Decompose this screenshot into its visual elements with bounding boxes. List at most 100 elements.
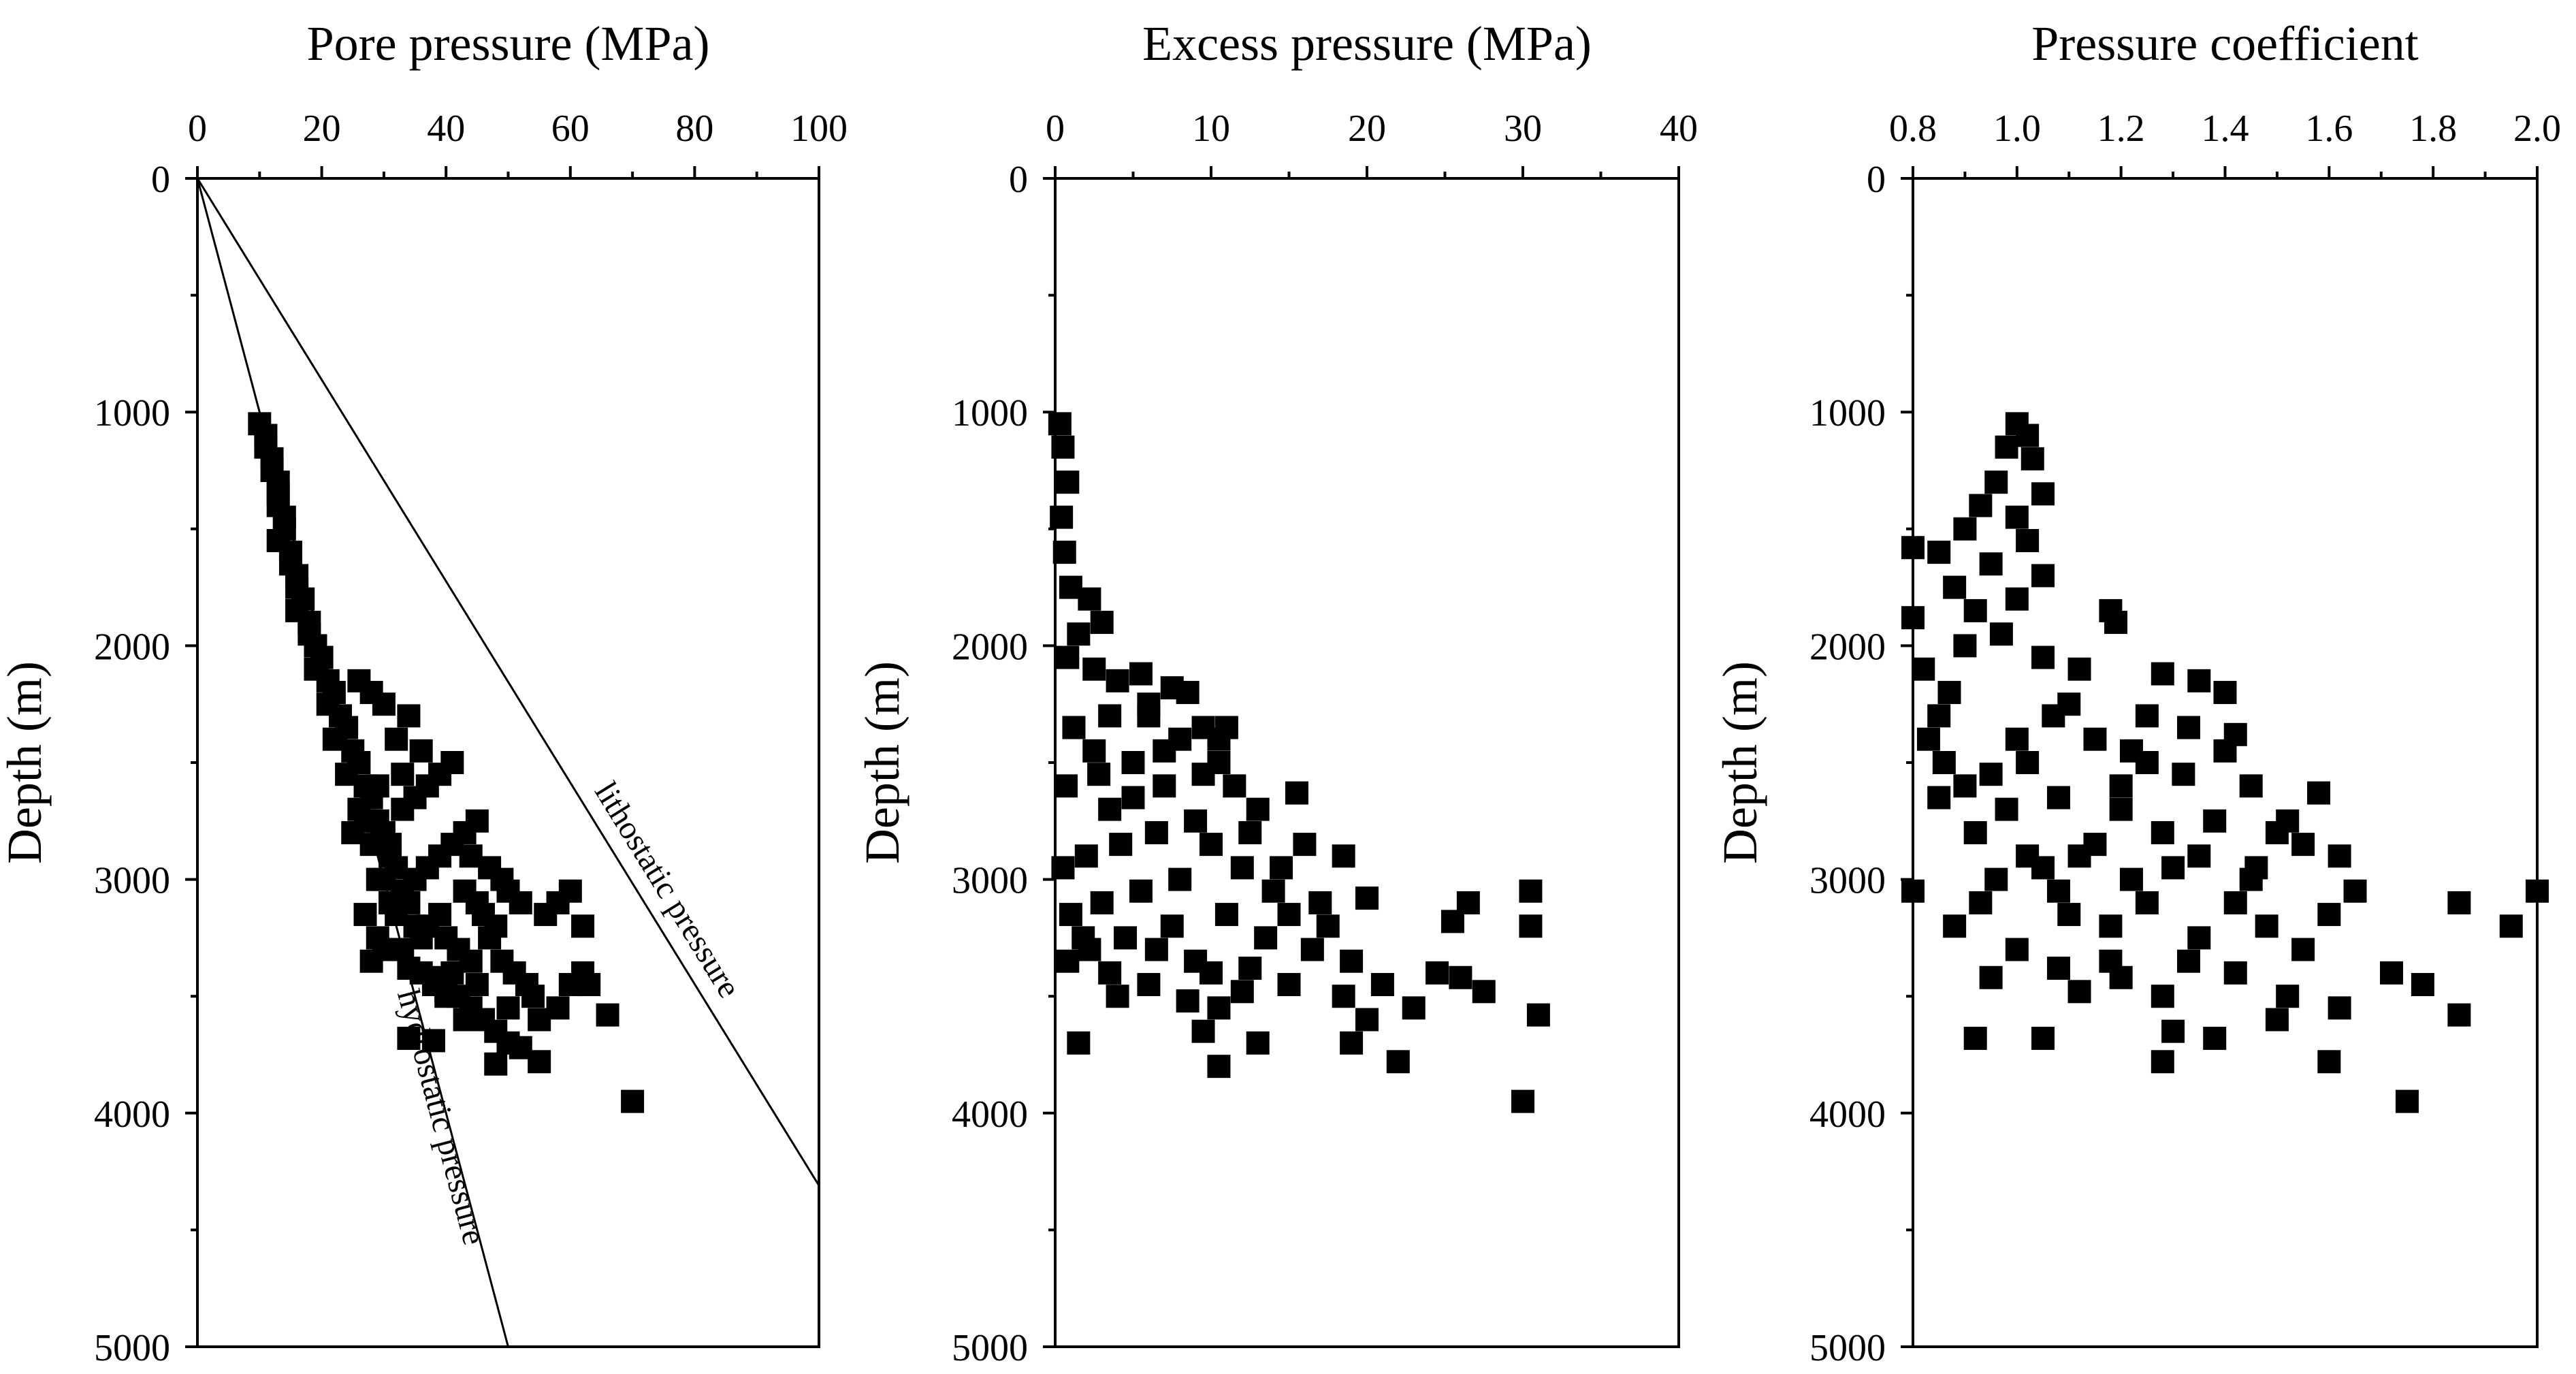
panel-2-data-point [1355,1008,1379,1032]
panel-2-x-tick-label: 10 [1192,108,1230,150]
panel-3-x-axis-title: Pressure coefficient [2031,16,2418,71]
panel-3-data-point [1979,763,2003,786]
panel-2-data-point [1184,949,1208,973]
panel-1-lithostatic-pressure-line [196,178,820,1186]
panel-2-plot-frame [1054,177,1680,1348]
panel-2-data-point [1082,739,1106,763]
panel-3-data-point [2135,704,2159,728]
panel-1-data-point [440,961,464,985]
panel-3-data-point [2016,751,2040,774]
panel-1-data-point [341,820,365,844]
panel-1-data-point [397,704,421,728]
panel-2-x-tick-label: 30 [1504,108,1542,150]
panel-3-data-point [2203,809,2227,833]
panel-3-data-point [2213,739,2237,763]
panel-1-data-point [496,996,520,1020]
panel-2-data-point [1144,938,1168,961]
panel-1-data-point [528,1050,551,1074]
panel-3-data-point [2151,1050,2174,1074]
panel-3-y-tick-label: 4000 [1809,1093,1886,1136]
panel-3-data-point [2203,1026,2227,1050]
panel-2-data-point [1340,1031,1364,1055]
panel-2-data-point [1048,412,1072,436]
panel-2-data-point [1052,541,1076,564]
panel-2-data-point [1340,949,1364,973]
panel-2-data-point [1440,910,1464,933]
panel-1-data-point [621,1089,645,1113]
panel-3-data-point [1927,704,1951,728]
panel-1-x-tick-label: 100 [790,108,848,150]
panel-2-data-point [1207,1055,1231,1079]
panel-3-data-point [2016,844,2040,868]
panel-3-data-point [2307,781,2331,805]
panel-3-data-point [1995,797,2018,821]
panel-2-data-point [1072,926,1095,950]
panel-2-data-point [1230,856,1254,880]
panel-1-x-tick-label: 20 [303,108,341,150]
panel-1-data-point [347,669,371,692]
panel-2-data-point [1054,774,1078,798]
panel-1-lithostatic-pressure-label: lithostatic pressure [587,776,747,1004]
panel-3-data-point [2104,611,2128,635]
panel-1-data-point [534,903,558,927]
panel-2-y-tick-label: 4000 [952,1093,1028,1136]
panel-3-data-point [2031,1026,2055,1050]
panel-3-data-point [1932,751,1956,774]
panel-2-y-tick-label: 3000 [952,860,1028,902]
panel-2-data-point [1238,820,1262,844]
panel-3-data-point [1916,727,1940,751]
panel-3-data-point [2046,786,2070,810]
panel-3-y-tick-label: 5000 [1809,1327,1886,1369]
panel-1-data-point [509,891,532,914]
panel-3-data-point [2255,914,2279,938]
panel-3-data-point [1901,606,1925,630]
panel-2-data-point [1074,844,1098,868]
panel-2-data-point [1090,611,1114,635]
panel-2-data-point [1168,867,1192,891]
panel-2-data-point [1056,645,1080,669]
panel-1-y-tick-label: 1000 [94,392,170,434]
panel-3-plot-frame [1912,177,2539,1348]
panel-3-data-point [2020,447,2044,470]
panel-1-data-point [428,903,452,927]
panel-2-data-point [1082,657,1106,681]
panel-3-data-point [2005,938,2029,961]
panel-2-data-point [1176,681,1200,705]
panel-2-data-point [1062,716,1086,739]
panel-3-data-point [2223,891,2247,914]
panel-2-data-point [1230,980,1254,1004]
panel-3-data-point [1953,634,1977,658]
panel-1-x-tick-label: 40 [427,108,465,150]
panel-2-data-point [1153,774,1176,798]
panel-3-data-point [1943,914,1967,938]
panel-2-data-point [1246,797,1270,821]
panel-1-data-point [465,809,489,833]
panel-2-data-point [1519,914,1543,938]
panel-1-data-point [596,1003,619,1027]
panel-3-data-point [2380,961,2404,985]
panel-2-data-point [1332,844,1355,868]
panel-3-data-point [1927,786,1951,810]
panel-2-data-point [1059,903,1082,927]
panel-1-x-tick-label: 60 [551,108,590,150]
panel-1-y-tick-label: 5000 [94,1327,170,1369]
panel-3-data-point [1901,879,1925,903]
panel-3-x-tick-label: 1.2 [2097,108,2145,150]
panel-1-data-point [421,1029,445,1053]
panel-2-x-tick-label: 40 [1660,108,1698,150]
panel-3-x-tick-label: 1.0 [1993,108,2041,150]
panel-2-data-point [1254,926,1278,950]
panel-3-x-tick-label: 1.6 [2305,108,2353,150]
panel-3-data-point [2328,996,2351,1020]
panel-1-data-point [366,774,389,798]
panel-2-y-tick-label: 1000 [952,392,1028,434]
panel-3-data-point [2223,961,2247,985]
panel-3-data-point [1937,681,1961,705]
panel-3-y-tick-label: 1000 [1809,392,1886,434]
panel-2-data-point [1308,891,1332,914]
panel-1-data-point [366,867,389,891]
panel-1-data-point [577,973,601,997]
panel-3-data-point [2046,879,2070,903]
panel-3-data-point [2067,657,2091,681]
